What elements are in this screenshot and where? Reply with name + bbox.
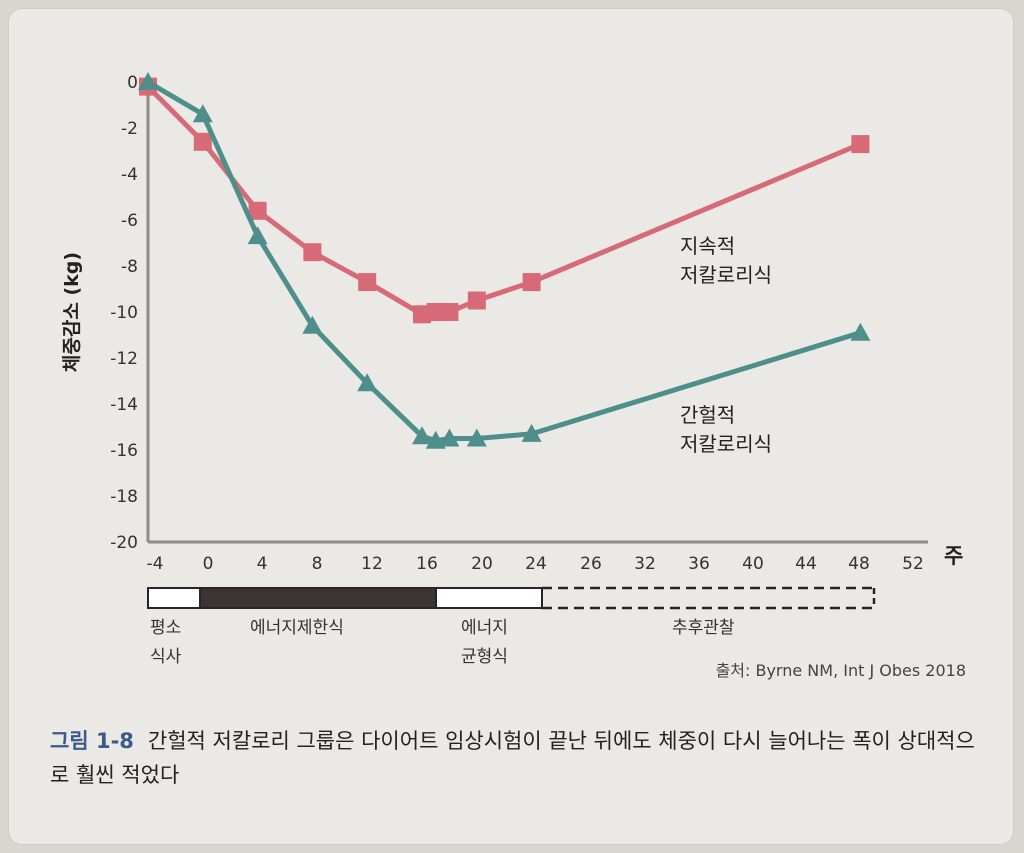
x-tick-label: 8 (312, 554, 323, 574)
data-point-triangle (192, 104, 213, 123)
series-label-intermittent-1: 간헐적 (680, 403, 735, 427)
data-point-triangle (412, 426, 432, 445)
caption-text: 간헐적 저칼로리 그룹은 다이어트 임상시험이 끝난 뒤에도 체중이 다시 늘어… (50, 729, 975, 787)
data-point-square (851, 135, 870, 154)
y-tick-label: -10 (110, 303, 138, 323)
data-point-triangle (850, 322, 871, 341)
x-tick-label: 16 (416, 554, 438, 574)
phase-restriction-label: 에너지제한식 (250, 618, 344, 638)
data-point-triangle (302, 315, 323, 334)
phase-bar: 평소 식사 에너지제한식 에너지 균형식 추후관찰 (147, 586, 876, 667)
data-point-square (358, 273, 377, 292)
series-label-continuous-2: 저칼로리식 (680, 263, 772, 287)
phase-balance-label-1: 에너지 (461, 618, 508, 638)
x-tick-label: -4 (147, 554, 164, 574)
data-point-square (248, 201, 267, 220)
data-point-square (413, 305, 431, 324)
x-tick-label: 26 (580, 554, 602, 574)
x-tick-label: 24 (525, 554, 547, 574)
data-point-square (193, 132, 212, 151)
data-point-triangle (357, 373, 378, 392)
y-tick-label: -12 (110, 349, 138, 369)
y-tick-label: -20 (110, 533, 138, 553)
data-point-triangle (247, 226, 268, 245)
series-labels: 지속적 저칼로리식 간헐적 저칼로리식 (680, 234, 772, 456)
data-point-square (522, 273, 541, 292)
data-point-square (440, 303, 459, 321)
x-axis-unit: 주 (944, 544, 963, 568)
data-point-square (426, 303, 445, 321)
chart-axes: 0-2-4-6-8-10-12-14-16-18-20-4 0 4 8 12 16 20 24… (110, 73, 928, 574)
y-axis-label: 체중감소 (kg) (61, 252, 83, 372)
y-tick-label: -14 (110, 395, 138, 415)
phase-followup-label: 추후관찰 (672, 618, 735, 638)
y-tick-label: -8 (121, 257, 138, 277)
series-label-intermittent-2: 저칼로리식 (680, 432, 772, 456)
data-point-square (467, 291, 486, 310)
figure-number: 그림 1-8 (50, 729, 134, 753)
y-tick-label: -16 (110, 441, 138, 461)
x-tick-label: 48 (848, 554, 870, 574)
y-tick-label: -18 (110, 487, 138, 507)
y-tick-label: -2 (121, 119, 138, 139)
x-tick-label: 12 (361, 554, 383, 574)
phase-normal-box (147, 587, 201, 609)
series-label-continuous-1: 지속적 (680, 234, 735, 258)
data-point-triangle (466, 428, 487, 447)
phase-balance-box (435, 587, 543, 609)
phase-normal-label-2: 식사 (150, 647, 182, 667)
y-tick-label: -4 (121, 165, 138, 185)
x-tick-label: 20 (471, 554, 493, 574)
data-point-triangle (138, 72, 158, 90)
x-tick-label: 32 (634, 554, 656, 574)
series-intermittent (138, 72, 871, 449)
x-tick-label: 0 (203, 554, 214, 574)
series-line (146, 79, 862, 444)
series-layer (138, 72, 871, 449)
phase-balance-label-2: 균형식 (461, 647, 508, 667)
data-point-square (303, 243, 322, 262)
phase-restriction-box (199, 587, 437, 609)
data-point-triangle (439, 428, 460, 447)
y-tick-label: -6 (121, 211, 138, 231)
figure-caption: 그림 1-8 간헐적 저칼로리 그룹은 다이어트 임상시험이 끝난 뒤에도 체중이… (50, 724, 990, 792)
x-tick-label: 44 (795, 554, 817, 574)
data-point-triangle (521, 423, 542, 442)
x-tick-label: 36 (688, 554, 710, 574)
x-tick-label: 4 (257, 554, 268, 574)
phase-normal-label-1: 평소 (150, 618, 181, 638)
source-note: 출처: Byrne NM, Int J Obes 2018 (716, 661, 966, 680)
x-tick-label: 40 (742, 554, 764, 574)
y-tick-label: 0 (127, 73, 138, 93)
x-tick-label: 52 (902, 554, 924, 574)
